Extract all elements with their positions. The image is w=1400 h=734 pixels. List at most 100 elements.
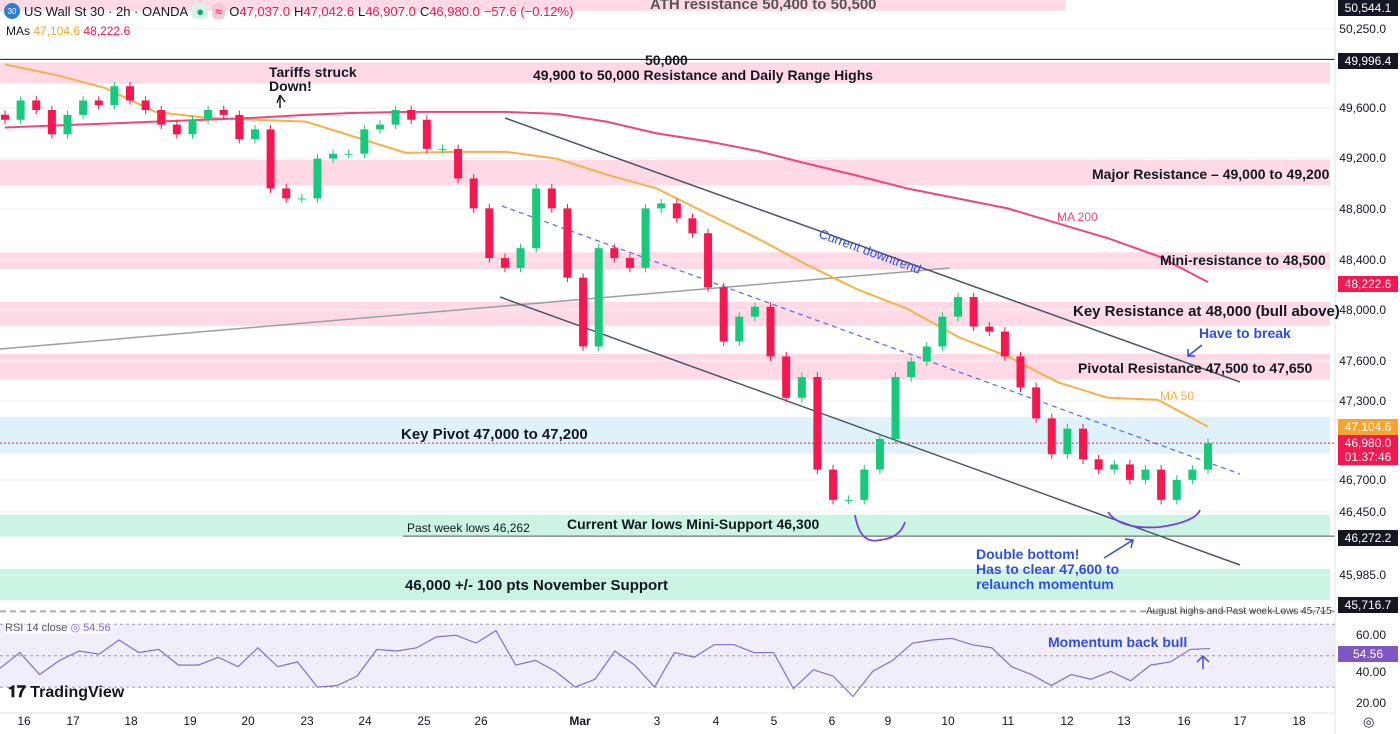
trend-line-rising[interactable]	[0, 267, 951, 350]
price-zone	[0, 568, 1330, 601]
candle	[657, 203, 666, 209]
candle	[1204, 443, 1212, 470]
price-tag-50000: 49,996.4	[1338, 53, 1398, 69]
candle	[172, 124, 181, 135]
price-tick: 47,300.0	[1339, 394, 1386, 408]
candle	[813, 377, 822, 470]
symbol-header: 30 US Wall St 30 · 2h · OANDA ● ≈ O47,03…	[4, 3, 573, 19]
candle	[610, 248, 619, 259]
price-zone	[0, 159, 1330, 186]
candle	[1016, 356, 1025, 388]
candle	[454, 148, 463, 179]
candle	[516, 248, 525, 268]
price-zone	[0, 0, 1065, 11]
time-tick: 26	[474, 714, 488, 728]
candle	[641, 208, 650, 268]
rsi-value-tag: 54.56	[1338, 646, 1398, 662]
symbol-logo: 30	[4, 3, 20, 19]
ma-legend[interactable]: MAs 47,104.6 48,222.6	[6, 24, 131, 38]
market-status-icon[interactable]: ●	[192, 3, 209, 19]
candle	[360, 129, 369, 154]
double-bottom-note: Double bottom! Has to clear 47,600 to re…	[976, 546, 1120, 592]
candle	[110, 86, 119, 106]
double-bottom-arc-2	[1107, 509, 1201, 529]
level-50000-label: 50,000	[645, 52, 688, 68]
tradingview-logo[interactable]: 𝟏𝟕 TradingView	[8, 684, 125, 701]
price-zone	[0, 301, 1330, 326]
candle	[250, 129, 259, 140]
price-tag-last: 46,980.0 01:37:46	[1338, 435, 1398, 465]
candle	[188, 119, 197, 135]
candle	[157, 110, 166, 125]
candle	[204, 110, 213, 120]
candle	[282, 188, 291, 199]
time-tick: 17	[66, 714, 80, 728]
candle	[1110, 464, 1119, 470]
time-tick: 16	[17, 714, 31, 728]
candle	[969, 297, 978, 327]
candle	[1125, 464, 1134, 480]
candle	[1047, 418, 1056, 455]
candle	[985, 326, 994, 332]
downtrend-upper-line[interactable]	[504, 117, 1241, 383]
candle	[297, 198, 306, 200]
ma50-label: MA 50	[1160, 389, 1195, 403]
candle	[16, 100, 25, 120]
candle	[63, 114, 72, 135]
arrow-icon	[276, 94, 286, 108]
price-zone	[0, 252, 1330, 270]
candle	[344, 153, 353, 155]
candle	[688, 218, 697, 234]
time-tick: 11	[1001, 714, 1015, 728]
time-tick: 19	[183, 714, 197, 728]
candle	[579, 277, 588, 347]
close-value: 46,980.0	[429, 3, 480, 19]
candle	[141, 100, 150, 110]
candle	[375, 124, 384, 130]
ath-label: ATH resistance 50,400 to 50,500	[650, 0, 877, 13]
price-tick: 48,400.0	[1339, 253, 1386, 267]
wave-icon[interactable]: ≈	[212, 3, 226, 19]
open-group: O47,037.0	[229, 3, 290, 19]
high-group: H47,042.6	[293, 3, 354, 19]
candle	[79, 100, 88, 115]
time-tick: 16	[1177, 714, 1191, 728]
change-value: −57.6 (−0.12%)	[483, 3, 574, 19]
downtrend-mid-line[interactable]	[501, 205, 1241, 475]
eye-icon[interactable]: ◎	[1363, 714, 1375, 729]
price-tick: 49,600.0	[1339, 101, 1386, 115]
rsi-settings-icon[interactable]: ◎	[70, 622, 81, 634]
have-to-break-label: Have to break	[1199, 325, 1291, 341]
time-tick: 10	[941, 714, 955, 728]
rsi-line	[0, 629, 1211, 698]
time-tick: 20	[241, 714, 255, 728]
time-tick: 6	[828, 714, 836, 728]
price-tick: 47,600.0	[1339, 354, 1386, 368]
candle	[266, 129, 275, 189]
arrow-icon	[1187, 344, 1203, 357]
candle	[875, 438, 884, 470]
time-tick: 24	[358, 714, 372, 728]
rsi-tick: 60.00	[1355, 628, 1386, 642]
rsi-legend[interactable]: RSI 14 close ◎ 54.56	[5, 621, 111, 634]
past-week-lows-label: Past week lows 46,262	[407, 521, 530, 535]
symbol-title[interactable]: US Wall St 30 · 2h · OANDA	[24, 3, 189, 19]
arrow-icon	[1103, 538, 1134, 559]
time-tick: 17	[1233, 714, 1247, 728]
candle	[1, 114, 9, 120]
candle	[938, 316, 947, 347]
price-tick: 50,250.0	[1339, 22, 1386, 36]
pivotal-resistance-label: Pivotal Resistance 47,500 to 47,650	[1078, 360, 1313, 376]
price-zone	[0, 353, 1330, 380]
candle	[797, 377, 806, 398]
candle	[438, 148, 447, 150]
double-bottom-arc-1	[854, 514, 906, 542]
candle	[32, 100, 41, 110]
candle	[594, 248, 603, 347]
low-group: L46,907.0	[357, 3, 416, 19]
candle	[391, 110, 400, 125]
price-zone	[0, 416, 1330, 454]
candle	[485, 208, 494, 259]
candle	[829, 469, 838, 500]
